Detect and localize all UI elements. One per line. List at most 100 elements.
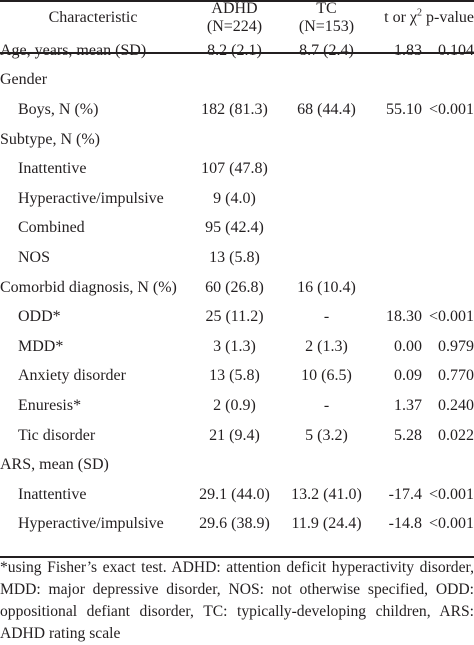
adhd-value: 182 (81.3) (201, 100, 268, 118)
header-tc-n: (N=153) (298, 18, 355, 35)
adhd-value (186, 125, 283, 155)
header-stat: t or χ2 (370, 0, 422, 36)
row-label: Inattentive (18, 485, 87, 503)
adhd-value: 29.1 (44.0) (199, 485, 270, 503)
row-label: Hyperactive/impulsive (18, 189, 164, 207)
p-value: 0.240 (438, 396, 474, 414)
adhd-value: 29.6 (38.9) (199, 515, 270, 533)
adhd-value: 3 (1.3) (213, 337, 256, 355)
stat-value (370, 125, 422, 155)
adhd-value: 21 (9.4) (209, 426, 260, 444)
header-characteristic: Characteristic (48, 9, 138, 26)
adhd-value: 13 (5.8) (209, 367, 260, 385)
characteristics-table: Characteristic ADHD (N=224) TC (N=153) t… (0, 0, 474, 540)
header-row: Characteristic ADHD (N=224) TC (N=153) t… (0, 0, 474, 36)
row-label: Age, years, mean (SD) (0, 41, 147, 59)
stat-value: -14.8 (388, 515, 422, 533)
p-value: <0.001 (428, 308, 474, 326)
tc-value: 11.9 (24.4) (291, 515, 362, 533)
stat-value (370, 273, 422, 303)
tc-value: 10 (6.5) (301, 367, 352, 385)
adhd-value (186, 66, 283, 96)
header-stat-label: t or χ (384, 9, 417, 26)
tc-value: 5 (3.2) (305, 426, 348, 444)
p-value: <0.001 (428, 100, 474, 118)
adhd-value: 2 (0.9) (213, 396, 256, 414)
p-value (422, 184, 474, 214)
table-row: ODD* 25 (11.2) - 18.30 <0.001 (0, 302, 474, 332)
header-adhd-label: ADHD (211, 0, 258, 17)
p-value: 0.104 (438, 41, 474, 59)
p-value (422, 66, 474, 96)
adhd-value: 95 (42.4) (205, 219, 264, 237)
table-row: Age, years, mean (SD) 8.2 (2.1) 8.7 (2.4) 1… (0, 36, 474, 66)
tc-value: 68 (44.4) (297, 100, 356, 118)
top-rule (0, 0, 474, 2)
bottom-rule (0, 556, 474, 558)
p-value (422, 214, 474, 244)
row-label: Subtype, N (%) (0, 130, 100, 148)
adhd-value: 25 (11.2) (205, 308, 264, 326)
header-adhd: ADHD (N=224) (186, 0, 283, 36)
row-label: Enuresis* (18, 396, 82, 414)
table-row: Combined 95 (42.4) (0, 214, 474, 244)
table-row: Hyperactive/impulsive 29.6 (38.9) 11.9 (24… (0, 510, 474, 540)
table-row: NOS 13 (5.8) (0, 243, 474, 273)
row-label: Gender (0, 71, 48, 89)
p-value (422, 154, 474, 184)
stat-value: 0.00 (394, 337, 422, 355)
stat-value (370, 214, 422, 244)
table-row: Enuresis* 2 (0.9) - 1.37 0.240 (0, 391, 474, 421)
row-label: Combined (18, 219, 85, 237)
adhd-value (186, 450, 283, 480)
table-row: Inattentive 107 (47.8) (0, 154, 474, 184)
table-row: Comorbid diagnosis, N (%) 60 (26.8) 16 (10… (0, 273, 474, 303)
header-rule (0, 52, 474, 54)
p-value: 0.979 (438, 337, 474, 355)
row-label: ARS, mean (SD) (0, 456, 109, 474)
row-label: Tic disorder (18, 426, 96, 444)
tc-value (283, 214, 370, 244)
row-label: Anxiety disorder (18, 367, 126, 385)
p-value (422, 125, 474, 155)
row-label: Inattentive (18, 160, 87, 178)
table-row: Gender (0, 66, 474, 96)
table-row: Subtype, N (%) (0, 125, 474, 155)
stat-value: 55.10 (386, 100, 422, 118)
stat-value (370, 450, 422, 480)
header-tc: TC (N=153) (283, 0, 370, 36)
adhd-value: 13 (5.8) (209, 248, 260, 266)
tc-value (283, 184, 370, 214)
stat-value: 0.09 (394, 367, 422, 385)
adhd-value: 60 (26.8) (205, 278, 264, 296)
tc-value (283, 125, 370, 155)
row-label: Comorbid diagnosis, N (%) (0, 278, 177, 296)
table-row: Boys, N (%) 182 (81.3) 68 (44.4) 55.10 <0.00… (0, 95, 474, 125)
header-p-value: p-value (426, 9, 474, 26)
stat-value (370, 66, 422, 96)
tc-value: 13.2 (41.0) (291, 485, 362, 503)
tc-value: 2 (1.3) (305, 337, 348, 355)
header-tc-label: TC (316, 0, 337, 17)
tc-value: - (323, 308, 330, 326)
row-label: ODD* (18, 308, 61, 326)
p-value (422, 273, 474, 303)
p-value: <0.001 (428, 515, 474, 533)
p-value: <0.001 (428, 485, 474, 503)
tc-value (283, 66, 370, 96)
adhd-value: 8.2 (2.1) (207, 41, 262, 59)
stat-value: 1.37 (394, 396, 422, 414)
tc-value: - (323, 396, 330, 414)
p-value (422, 243, 474, 273)
adhd-value: 107 (47.8) (201, 160, 268, 178)
stat-value (370, 184, 422, 214)
tc-value (283, 154, 370, 184)
table-row: ARS, mean (SD) (0, 450, 474, 480)
table-row: Tic disorder 21 (9.4) 5 (3.2) 5.28 0.022 (0, 421, 474, 451)
table-row: Anxiety disorder 13 (5.8) 10 (6.5) 0.09 0.77… (0, 362, 474, 392)
header-stat-sup: 2 (417, 7, 422, 19)
table-row: MDD* 3 (1.3) 2 (1.3) 0.00 0.979 (0, 332, 474, 362)
stat-value: 18.30 (386, 308, 422, 326)
row-label: Hyperactive/impulsive (18, 515, 164, 533)
tc-value (283, 450, 370, 480)
